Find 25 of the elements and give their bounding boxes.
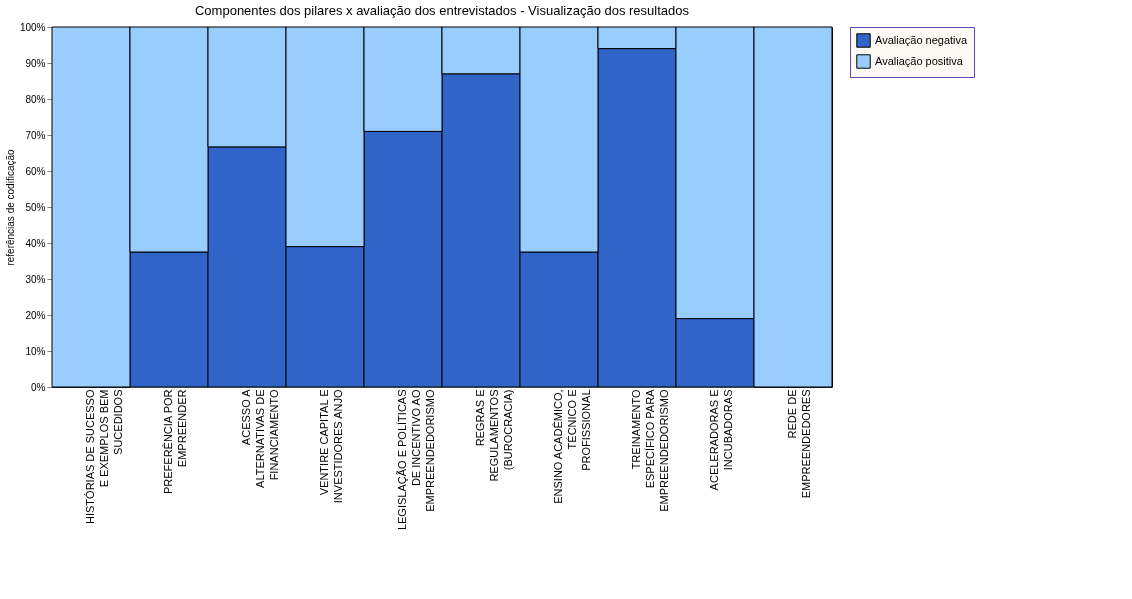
x-tick-label: REGRAS E REGULAMENTOS (BUROCRACIA): [474, 389, 514, 482]
x-tick-label: ACESSO A ALTERNATIVAS DE FINANCIAMENTO: [240, 388, 280, 488]
y-tick-label: 90%: [25, 57, 46, 69]
legend-label: Avaliação positiva: [875, 54, 964, 67]
y-tick-label: 0%: [31, 381, 46, 393]
x-tick-label: HISTÓRIAS DE SUCESSO E EXEMPLOS BEM SUCEDIDOS: [84, 389, 124, 524]
y-tick-label: 10%: [25, 345, 46, 357]
y-tick-label: 60%: [25, 165, 46, 177]
y-tick-label: 100%: [19, 21, 46, 33]
y-tick-label: 40%: [25, 237, 46, 249]
legend-label: Avaliação negativa: [875, 33, 969, 46]
y-tick-label: 80%: [25, 93, 46, 105]
y-tick-label: 50%: [25, 201, 46, 213]
x-tick-label: VENTIRE CAPITAL E INVESTIDORES ANJO: [318, 389, 344, 504]
y-axis-title: referências de codificação: [4, 148, 16, 266]
y-tick-label: 30%: [25, 273, 46, 285]
x-tick-label: PREFERÊNCIA POR EMPREENDER: [162, 389, 188, 495]
x-tick-label: ENSINO ACADÊMICO, TÉCNICO E PROFISSIONAL: [552, 389, 592, 504]
x-tick-label: LEGISLAÇÃO E POLÍTICAS DE INCENTIVO AO EMPREENDEDORISMO: [396, 389, 436, 531]
x-tick-label: ACELERADORAS E INCUBADORAS: [708, 389, 734, 491]
y-tick-label: 20%: [25, 309, 46, 321]
y-tick-label: 70%: [25, 129, 46, 141]
x-tick-label: REDE DE EMPREENDEDORES: [786, 389, 812, 499]
chart-title: Componentes dos pilares x avaliação dos entrevistados - Visualização dos resultados: [194, 3, 690, 18]
x-tick-label: TREINAMENTO ESPECÍFICO PARA EMPREENDEDORISMO: [630, 388, 670, 512]
